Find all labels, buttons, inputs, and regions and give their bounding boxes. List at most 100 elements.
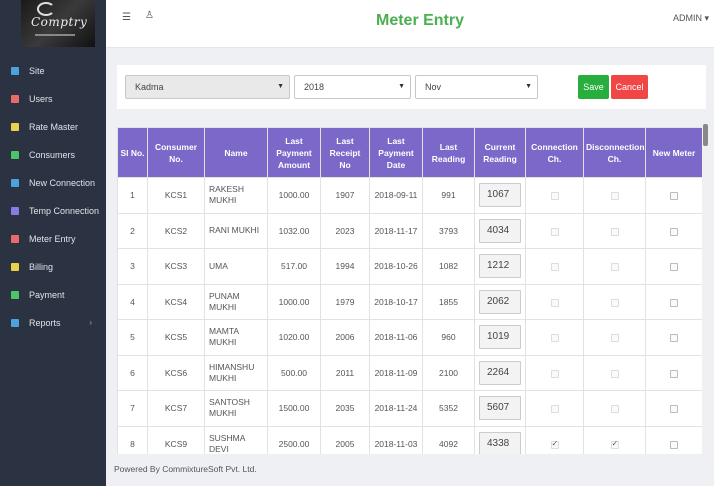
sidebar-item-reports[interactable]: Reports › <box>0 309 106 337</box>
cell-consumer-no: KCS4 <box>147 283 205 320</box>
cell-sl: 5 <box>117 319 148 356</box>
cell-connection-checkbox <box>525 390 584 427</box>
connection-checkbox[interactable] <box>550 369 559 378</box>
sidebar-item-temp-connection[interactable]: Temp Connection <box>0 197 106 225</box>
cell-consumer-no: KCS3 <box>147 248 205 285</box>
scrollbar-thumb[interactable] <box>703 124 708 146</box>
table-row: 3 KCS3 UMA 517.00 1994 2018-10-26 1082 1212 <box>117 248 702 285</box>
connection-icon <box>11 179 19 187</box>
sidebar-item-new-connection[interactable]: New Connection <box>0 169 106 197</box>
sidebar-item-label: Meter Entry <box>29 234 76 244</box>
current-reading-input[interactable]: 2264 <box>479 360 521 385</box>
sidebar-item-payment[interactable]: Payment <box>0 281 106 309</box>
cell-last-reading: 991 <box>422 177 475 214</box>
cancel-button[interactable]: Cancel <box>611 75 648 99</box>
cell-last-payment-amount: 500.00 <box>267 354 321 391</box>
current-reading-input[interactable]: 2062 <box>479 289 521 314</box>
cell-name: PUNAM MUKHI <box>204 283 268 320</box>
cell-new-meter-checkbox <box>645 390 702 427</box>
cell-last-receipt-no: 2023 <box>320 212 370 249</box>
cell-disconnection-checkbox <box>583 319 646 356</box>
cell-last-receipt-no: 2006 <box>320 319 370 356</box>
disconnection-checkbox[interactable] <box>610 369 619 378</box>
connection-checkbox[interactable] <box>550 298 559 307</box>
connection-checkbox[interactable] <box>550 405 559 413</box>
current-reading-input[interactable]: 4338 <box>479 431 521 454</box>
sidebar-item-rate-master[interactable]: Rate Master <box>0 113 106 141</box>
col-header-last-receipt: Last Receipt No <box>320 127 370 178</box>
user-icon[interactable]: ♙ <box>145 10 154 21</box>
disconnection-checkbox[interactable] <box>610 334 619 342</box>
disconnection-checkbox[interactable] <box>610 439 619 449</box>
cell-disconnection-checkbox <box>583 248 646 285</box>
cell-new-meter-checkbox <box>645 425 702 454</box>
cell-disconnection-checkbox <box>583 425 646 454</box>
disconnection-checkbox[interactable] <box>610 263 619 271</box>
cell-new-meter-checkbox <box>645 248 702 285</box>
current-reading-input[interactable]: 1019 <box>479 325 521 350</box>
new-meter-checkbox[interactable] <box>670 440 678 449</box>
new-meter-checkbox[interactable] <box>670 405 678 413</box>
hamburger-menu-icon[interactable]: ☰ <box>122 12 131 23</box>
consumers-icon <box>11 151 19 159</box>
cell-last-receipt-no: 2005 <box>320 425 370 454</box>
sidebar-item-consumers[interactable]: Consumers <box>0 141 106 169</box>
cell-connection-checkbox <box>525 177 584 214</box>
sidebar-item-users[interactable]: Users <box>0 85 106 113</box>
new-meter-checkbox[interactable] <box>670 369 678 378</box>
sidebar-item-label: Temp Connection <box>29 206 100 216</box>
table-scrollbar[interactable] <box>702 124 709 454</box>
cell-last-receipt-no: 2011 <box>320 354 370 391</box>
sidebar-item-label: Billing <box>29 262 54 272</box>
cell-last-reading: 4092 <box>422 425 475 454</box>
cell-consumer-no: KCS5 <box>147 319 205 356</box>
main-content: Kadma ▼ 2018 ▼ Nov ▼ Save Cancel Sl No. … <box>106 48 714 454</box>
sidebar-item-meter-entry[interactable]: Meter Entry <box>0 225 106 253</box>
col-header-last-payment-date: Last Payment Date <box>369 127 423 178</box>
cell-last-payment-amount: 517.00 <box>267 248 321 285</box>
sidebar: Comptry Site Users Rate Master Consumers New… <box>0 0 106 486</box>
connection-checkbox[interactable] <box>550 263 559 271</box>
disconnection-checkbox[interactable] <box>610 405 619 413</box>
cell-last-payment-date: 2018-11-03 <box>369 425 423 454</box>
current-reading-input[interactable]: 1067 <box>479 183 521 208</box>
cell-sl: 8 <box>117 425 148 454</box>
current-reading-input[interactable]: 1212 <box>479 254 521 279</box>
sidebar-item-billing[interactable]: Billing <box>0 253 106 281</box>
connection-checkbox[interactable] <box>550 227 559 236</box>
save-button[interactable]: Save <box>578 75 609 99</box>
new-meter-checkbox[interactable] <box>670 298 678 307</box>
new-meter-checkbox[interactable] <box>670 227 678 236</box>
year-select[interactable]: 2018 ▼ <box>294 75 411 99</box>
cell-name: SANTOSH MUKHI <box>204 390 268 427</box>
cell-name: HIMANSHU MUKHI <box>204 354 268 391</box>
connection-checkbox[interactable] <box>550 192 559 200</box>
connection-checkbox[interactable] <box>550 439 559 449</box>
new-meter-checkbox[interactable] <box>670 334 678 342</box>
current-reading-input[interactable]: 5607 <box>479 396 521 421</box>
sidebar-item-label: New Connection <box>29 178 96 188</box>
cell-last-payment-amount: 1032.00 <box>267 212 321 249</box>
disconnection-checkbox[interactable] <box>610 227 619 236</box>
sidebar-item-label: Payment <box>29 290 65 300</box>
cell-connection-checkbox <box>525 212 584 249</box>
meter-icon <box>11 235 19 243</box>
disconnection-checkbox[interactable] <box>610 298 619 307</box>
site-select[interactable]: Kadma ▼ <box>125 75 290 99</box>
month-select[interactable]: Nov ▼ <box>415 75 538 99</box>
cell-last-receipt-no: 2035 <box>320 390 370 427</box>
admin-dropdown[interactable]: ADMIN ▾ <box>672 13 709 23</box>
current-reading-input[interactable]: 4034 <box>479 218 521 243</box>
new-meter-checkbox[interactable] <box>670 192 678 200</box>
cell-current-reading: 4338 <box>474 425 526 454</box>
connection-checkbox[interactable] <box>550 334 559 342</box>
sidebar-item-site[interactable]: Site <box>0 57 106 85</box>
filter-bar: Kadma ▼ 2018 ▼ Nov ▼ Save Cancel <box>117 65 706 109</box>
cell-new-meter-checkbox <box>645 354 702 391</box>
cell-sl: 2 <box>117 212 148 249</box>
table-row: 4 KCS4 PUNAM MUKHI 1000.00 1979 2018-10-17 185… <box>117 283 702 320</box>
company-logo[interactable]: Comptry <box>21 0 95 47</box>
cell-last-payment-amount: 2500.00 <box>267 425 321 454</box>
new-meter-checkbox[interactable] <box>670 263 678 271</box>
disconnection-checkbox[interactable] <box>610 192 619 200</box>
